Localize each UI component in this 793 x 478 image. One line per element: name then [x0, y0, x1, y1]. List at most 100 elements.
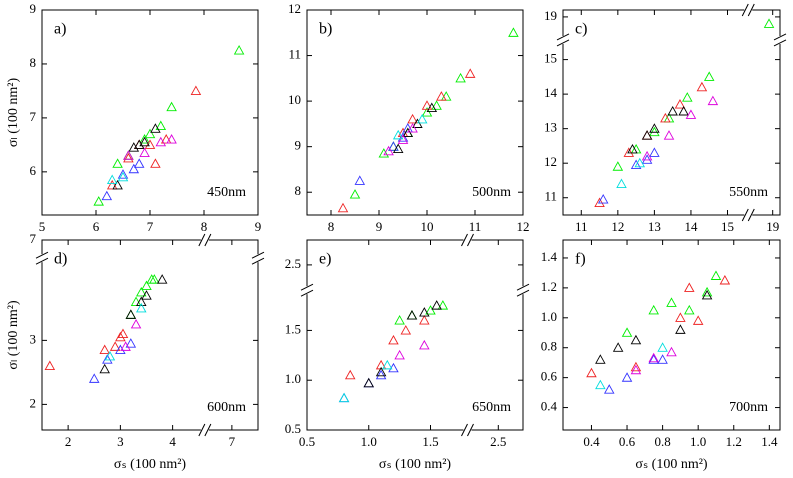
data-point — [663, 130, 675, 140]
data-point — [464, 68, 476, 78]
y-tick-label: 8 — [30, 55, 37, 70]
data-point — [594, 197, 605, 207]
data-point — [710, 270, 722, 280]
data-point — [123, 150, 134, 160]
x-tick-label: 7 — [147, 219, 154, 234]
data-point — [666, 297, 677, 307]
data-point — [144, 139, 156, 149]
y-tick-label: 0.5 — [285, 421, 301, 436]
data-point — [106, 179, 118, 190]
data-point — [419, 315, 430, 325]
axis-break — [741, 208, 749, 222]
annotation: 550nm — [729, 185, 768, 200]
data-point — [139, 147, 150, 158]
data-point — [144, 128, 156, 139]
panel: 11 12 13 14 15 19 11 12 13 14 15 19 c) 550nm — [544, 3, 787, 234]
axis-break-gap — [744, 4, 753, 16]
data-point — [630, 364, 642, 375]
data-point — [425, 305, 436, 315]
data-point — [684, 304, 695, 315]
x-tick-label: 11 — [575, 219, 588, 234]
data-point — [141, 290, 152, 300]
data-point — [649, 123, 660, 133]
data-point — [375, 366, 387, 377]
annotation: 600nm — [207, 400, 246, 415]
axis-break — [35, 251, 49, 259]
data-point — [586, 367, 597, 378]
x-tick-label: 1.4 — [761, 434, 778, 449]
y-tick-label: 10 — [288, 92, 301, 107]
data-point — [400, 324, 412, 335]
data-point — [354, 175, 366, 185]
data-point — [363, 377, 375, 388]
x-tick-label: 3 — [117, 434, 124, 449]
panel: 5 6 7 8 9 6 7 8 9 a) 450nm σₗ (100 nm²) — [6, 1, 261, 234]
data-point — [621, 327, 633, 337]
data-point — [648, 352, 659, 363]
x-tick-label: 0.6 — [619, 434, 636, 449]
x-tick-label: 9 — [376, 219, 383, 234]
axis-break — [467, 423, 474, 437]
y-tick-label: 1.5 — [285, 321, 301, 336]
data-point — [630, 361, 642, 372]
data-point — [375, 369, 387, 380]
data-point — [684, 282, 695, 292]
data-point — [719, 274, 731, 285]
data-point — [128, 163, 140, 174]
annotation: 650nm — [472, 400, 511, 415]
x-tick-label: 0.8 — [654, 434, 670, 449]
data-point — [616, 178, 627, 188]
data-point — [603, 384, 615, 394]
data-point — [701, 289, 713, 300]
axis-break — [773, 39, 787, 47]
panel-label: e) — [319, 251, 331, 268]
data-point — [595, 379, 606, 390]
data-point — [338, 392, 350, 403]
axis-break — [467, 233, 474, 247]
plot-frame — [562, 239, 781, 431]
axis-break — [198, 423, 206, 437]
data-point — [402, 127, 414, 138]
data-point — [394, 349, 405, 360]
plot-frame — [41, 239, 259, 431]
data-point — [634, 157, 646, 168]
axis-break — [198, 233, 206, 247]
data-point — [682, 92, 693, 102]
data-point — [99, 344, 110, 355]
data-point — [696, 81, 708, 92]
data-point — [136, 302, 147, 313]
data-point — [115, 344, 126, 355]
data-point — [406, 310, 418, 320]
data-point — [123, 152, 134, 163]
y-tick-label: 12 — [544, 154, 557, 169]
x-axis-label: σₛ (100 nm²) — [635, 457, 708, 472]
x-tick-label: 14 — [684, 219, 698, 234]
plot-frame — [562, 9, 781, 216]
axis-break-gap — [744, 209, 753, 221]
data-point — [419, 339, 430, 350]
data-point — [375, 359, 387, 370]
data-point — [392, 129, 404, 140]
axis-break — [741, 3, 749, 17]
axis-break — [516, 289, 530, 297]
x-tick-label: 8 — [328, 219, 335, 234]
y-tick-label: 2.5 — [285, 256, 301, 271]
data-point — [407, 123, 418, 133]
data-point — [383, 145, 394, 156]
x-tick-label: 1.0 — [690, 434, 706, 449]
x-tick-label: 9 — [255, 219, 262, 234]
data-point — [392, 143, 404, 153]
y-tick-label: 9 — [30, 1, 37, 16]
data-point — [597, 194, 609, 204]
data-point — [440, 91, 452, 101]
data-point — [649, 147, 660, 157]
data-point — [160, 134, 172, 144]
y-tick-label: 9 — [295, 138, 302, 153]
data-point — [455, 72, 466, 83]
data-point — [112, 158, 123, 168]
y-tick-label: 11 — [544, 189, 557, 204]
y-axis-label: σₗ (100 nm²) — [6, 78, 21, 148]
data-point — [649, 126, 660, 137]
data-point — [388, 334, 399, 345]
data-point — [437, 300, 449, 310]
